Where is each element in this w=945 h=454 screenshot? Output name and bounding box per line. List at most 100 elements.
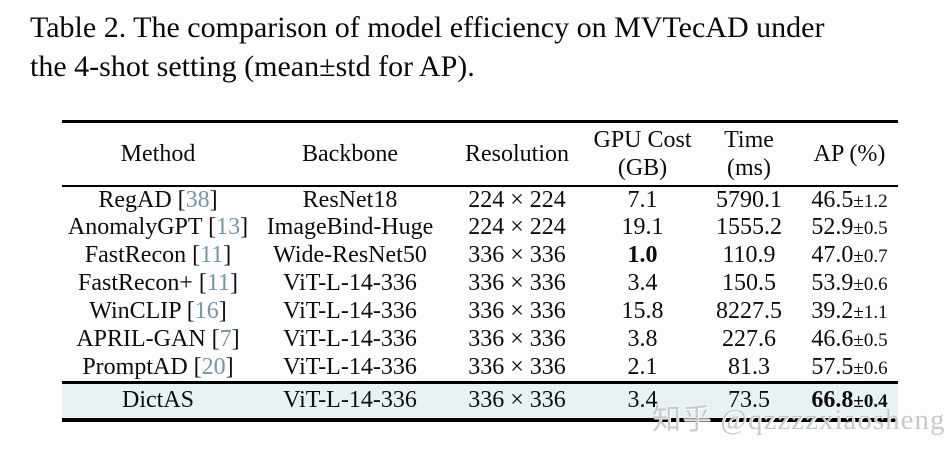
cite-bracket: [: [193, 353, 202, 380]
column-header-backbone: Backbone: [302, 140, 398, 167]
ap-mean: 57.5: [811, 353, 854, 380]
ap-cell: 52.9±0.5: [801, 214, 898, 242]
cite-bracket: [: [192, 242, 201, 268]
citation-ref: 13: [216, 214, 241, 240]
time-cell: 5790.1: [716, 186, 782, 213]
ap-std: ±0.6: [853, 274, 888, 295]
header-row: Method Backbone Resolution GPU Cost (GB)…: [62, 122, 898, 186]
column-header-method: Method: [120, 140, 196, 167]
cite-bracket: ]: [218, 298, 227, 324]
resolution-cell: 336 × 336: [468, 270, 566, 296]
gpu-cost-cell: 1.0: [627, 242, 658, 268]
ap-cell: 46.5±1.2: [801, 186, 898, 214]
citation-ref: 16: [194, 298, 219, 324]
time-header-line2: (ms): [727, 154, 771, 181]
resolution-cell: 224 × 224: [468, 214, 566, 240]
ap-std: ±0.6: [853, 357, 888, 379]
resolution-cell: 336 × 336: [468, 242, 566, 268]
resolution-cell: 336 × 336: [468, 353, 566, 380]
cite-bracket: [: [208, 214, 217, 240]
ap-std: ±0.5: [853, 218, 888, 239]
time-cell: 227.6: [722, 326, 776, 352]
backbone-cell: ViT-L-14-336: [283, 387, 417, 414]
cite-bracket: [: [177, 186, 186, 213]
method-cell: APRIL-GAN [7]: [62, 326, 254, 354]
method-cell: FastRecon [11]: [62, 242, 254, 270]
resolution-cell: 224 × 224: [468, 186, 566, 213]
citation-ref: 20: [201, 353, 226, 380]
backbone-cell: ViT-L-14-336: [283, 270, 417, 296]
cite-bracket: [: [198, 270, 207, 296]
ap-cell: 39.2±1.1: [801, 298, 898, 326]
table-row: FastRecon [11] Wide-ResNet50 336 × 336 1…: [62, 242, 898, 270]
method-name: APRIL-GAN: [76, 326, 206, 352]
ap-cell: 53.9±0.6: [801, 270, 898, 298]
cite-bracket: ]: [240, 214, 249, 240]
method-cell: WinCLIP [16]: [62, 298, 254, 326]
method-cell: FastRecon+ [11]: [62, 270, 254, 298]
gpu-cost-cell: 2.1: [627, 353, 658, 380]
ap-mean: 46.5: [811, 186, 854, 213]
cite-bracket: ]: [209, 186, 218, 213]
resolution-cell: 336 × 336: [468, 326, 566, 352]
column-header-ap: AP (%): [813, 140, 886, 167]
time-cell: 1555.2: [716, 214, 782, 240]
gpu-cost-cell: 7.1: [627, 186, 658, 213]
ap-mean: 53.9: [811, 270, 854, 296]
ap-cell: 47.0±0.7: [801, 242, 898, 270]
method-name: PromptAD: [82, 353, 188, 380]
method-cell: RegAD [38]: [62, 186, 254, 214]
backbone-cell: ImageBind-Huge: [266, 214, 434, 240]
method-cell: PromptAD [20]: [62, 354, 254, 383]
table-row: PromptAD [20] ViT-L-14-336 336 × 336 2.1…: [62, 354, 898, 383]
resolution-cell: 336 × 336: [468, 387, 566, 414]
table-row: FastRecon+ [11] ViT-L-14-336 336 × 336 3…: [62, 270, 898, 298]
gpu-cost-cell: 15.8: [621, 298, 664, 324]
caption-line-2: the 4-shot setting (mean±std for AP).: [30, 50, 475, 83]
highlight-row-dictas: DictAS ViT-L-14-336 336 × 336 3.4 73.5 6…: [62, 382, 898, 420]
table-row: AnomalyGPT [13] ImageBind-Huge 224 × 224…: [62, 214, 898, 242]
ap-std: ±1.1: [853, 302, 888, 323]
method-cell: DictAS: [122, 387, 194, 414]
cite-bracket: ]: [223, 242, 232, 268]
citation-ref: 11: [200, 242, 224, 268]
time-cell: 110.9: [722, 242, 776, 268]
backbone-cell: ResNet18: [302, 186, 398, 213]
time-cell: 73.5: [728, 387, 770, 414]
ap-cell: 46.6±0.5: [801, 326, 898, 354]
backbone-cell: ViT-L-14-336: [283, 353, 417, 380]
caption-line-1: Table 2. The comparison of model efficie…: [30, 11, 825, 44]
backbone-cell: ViT-L-14-336: [283, 298, 417, 324]
ap-mean: 66.8: [811, 387, 854, 414]
column-header-gpu-cost: GPU Cost (GB): [588, 122, 697, 186]
gpu-cost-cell: 19.1: [621, 214, 664, 240]
cite-bracket: [: [211, 326, 220, 352]
ap-std: ±0.5: [853, 330, 888, 351]
ap-std: ±0.4: [853, 391, 888, 413]
cite-bracket: ]: [225, 353, 234, 380]
resolution-cell: 336 × 336: [468, 298, 566, 324]
time-cell: 8227.5: [716, 298, 782, 324]
table-caption: Table 2. The comparison of model efficie…: [30, 8, 920, 86]
method-name: FastRecon: [84, 242, 187, 268]
method-cell: AnomalyGPT [13]: [62, 214, 254, 242]
gpu-cost-header-line1: GPU Cost: [593, 126, 692, 153]
time-cell: 150.5: [722, 270, 776, 296]
table-row: WinCLIP [16] ViT-L-14-336 336 × 336 15.8…: [62, 298, 898, 326]
cite-bracket: ]: [229, 270, 238, 296]
ap-mean: 47.0: [811, 242, 854, 268]
ap-mean: 39.2: [811, 298, 854, 324]
gpu-cost-header-line2: (GB): [617, 154, 668, 181]
column-header-time: Time (ms): [697, 122, 801, 186]
backbone-cell: Wide-ResNet50: [273, 242, 427, 268]
citation-ref: 38: [185, 186, 210, 213]
gpu-cost-cell: 3.8: [627, 326, 658, 352]
table-row: APRIL-GAN [7] ViT-L-14-336 336 × 336 3.8…: [62, 326, 898, 354]
efficiency-table: Method Backbone Resolution GPU Cost (GB)…: [62, 120, 898, 422]
method-name: RegAD: [98, 186, 172, 213]
ap-mean: 46.6: [811, 326, 854, 352]
efficiency-table-wrapper: Method Backbone Resolution GPU Cost (GB)…: [62, 120, 898, 422]
ap-std: ±1.2: [853, 190, 888, 212]
method-name: FastRecon+: [78, 270, 193, 296]
method-name: WinCLIP: [89, 298, 181, 324]
